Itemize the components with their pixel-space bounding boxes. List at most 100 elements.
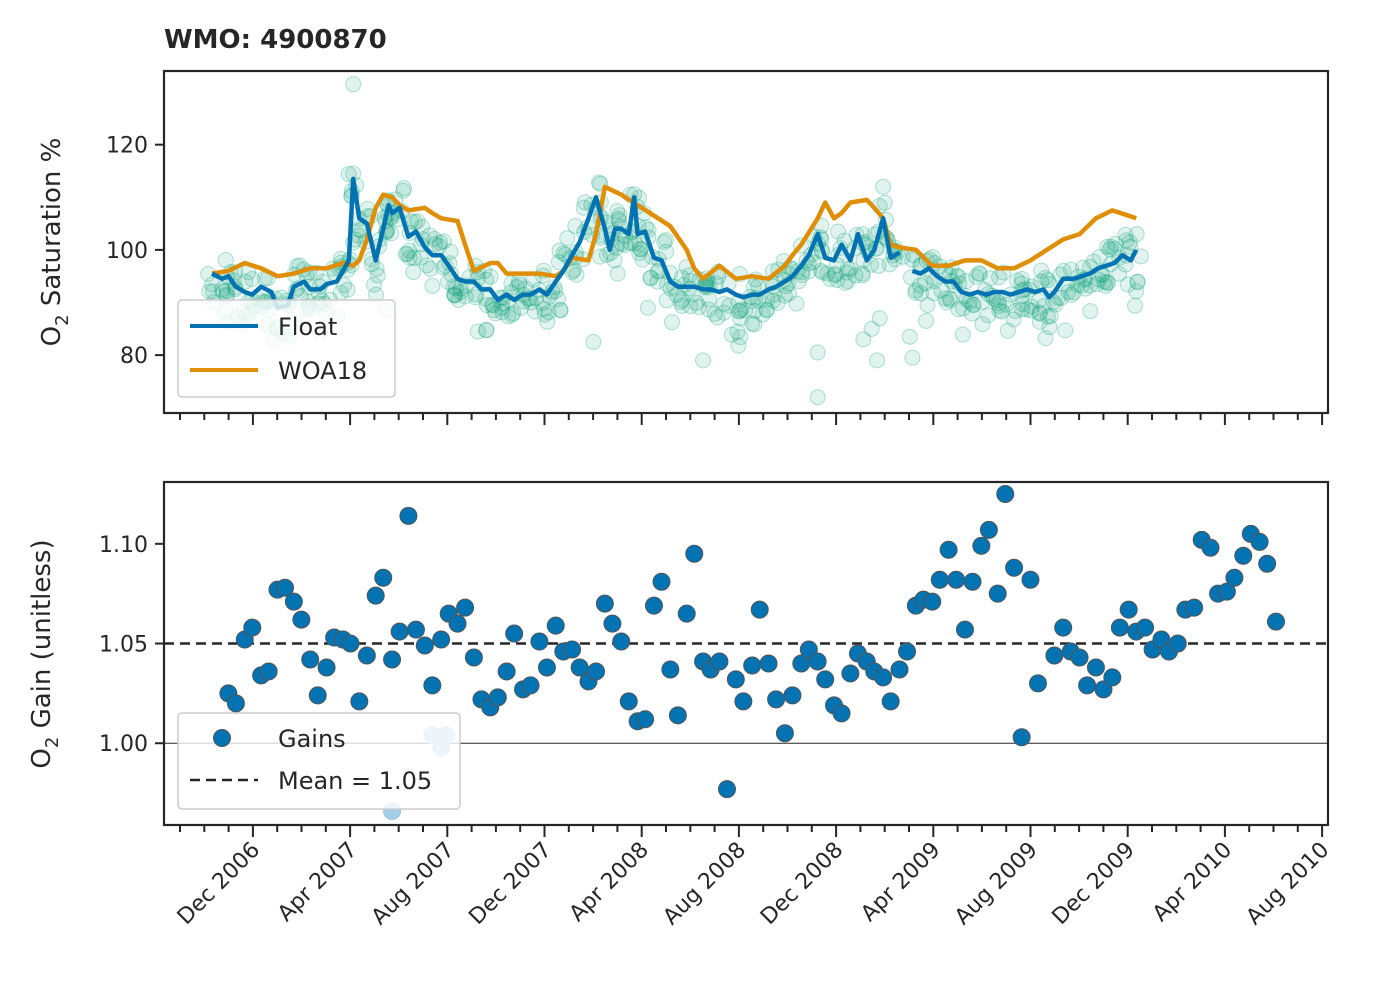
profile-point <box>503 306 520 323</box>
profile-point <box>345 76 362 93</box>
profile-point <box>632 241 649 258</box>
profile-point <box>854 267 871 284</box>
profile-point <box>965 296 982 313</box>
profile-point <box>418 257 435 274</box>
gain-point <box>1012 728 1031 747</box>
gain-point <box>530 632 549 651</box>
profile-point <box>1035 298 1052 315</box>
profile-point <box>876 194 893 211</box>
profile-point <box>907 284 924 301</box>
gain-point <box>1225 568 1244 587</box>
profile-point <box>217 252 234 269</box>
profile-point <box>1127 297 1144 314</box>
profile-point <box>511 276 528 293</box>
gain-point <box>488 688 507 707</box>
profile-point <box>970 265 987 282</box>
profile-point <box>758 301 775 318</box>
gain-point <box>357 646 376 665</box>
profile-point <box>729 323 746 340</box>
gain-point <box>710 652 729 671</box>
profile-point <box>688 294 705 311</box>
gain-point <box>497 662 516 681</box>
gain-point <box>947 570 966 589</box>
profile-point <box>991 302 1008 319</box>
legend-float-label: Float <box>278 313 337 341</box>
profile-point <box>765 292 782 309</box>
profile-point <box>1107 235 1124 252</box>
gain-point <box>661 660 680 679</box>
profile-point <box>870 257 887 274</box>
gain-point <box>1185 598 1204 617</box>
profile-point <box>839 273 856 290</box>
profile-point <box>395 180 412 197</box>
gain-point <box>619 692 638 711</box>
profile-point <box>493 299 510 316</box>
profile-point <box>482 268 499 285</box>
profile-point <box>715 304 732 321</box>
profile-point <box>937 290 954 307</box>
profile-point <box>836 274 853 291</box>
profile-point <box>769 294 786 311</box>
profile-point <box>1009 272 1026 289</box>
profile-point <box>715 295 732 312</box>
profile-point <box>657 232 674 249</box>
profile-point <box>540 304 557 321</box>
profile-point <box>617 236 634 253</box>
profile-point <box>1099 238 1116 255</box>
profile-point <box>487 305 504 322</box>
profile-point <box>955 300 972 317</box>
profile-point <box>658 243 675 260</box>
gain-point <box>1119 600 1138 619</box>
profile-point <box>1031 314 1048 331</box>
y-tick-label: 1.00 <box>99 732 148 757</box>
profile-point <box>814 264 831 281</box>
gain-point <box>874 668 893 687</box>
profile-point <box>585 333 602 350</box>
gain-point <box>717 780 736 799</box>
gain-point <box>612 632 631 651</box>
profile-point <box>243 270 260 287</box>
saturation-y-label: O2 Saturation % <box>37 138 73 347</box>
profile-point <box>509 279 526 296</box>
profile-point <box>819 265 836 282</box>
gain-point <box>1267 612 1285 631</box>
profile-point <box>237 273 254 290</box>
profile-point <box>854 265 871 282</box>
gain-point <box>775 724 794 743</box>
profile-point <box>1065 284 1082 301</box>
profile-point <box>974 316 991 333</box>
profile-point <box>421 227 438 244</box>
profile-point <box>1047 296 1064 313</box>
profile-point <box>405 249 422 266</box>
profile-point <box>754 306 771 323</box>
profile-point <box>721 297 738 314</box>
profile-point <box>830 223 847 240</box>
profile-point <box>552 301 569 318</box>
x-tick-label: Aug 2009 <box>950 838 1043 931</box>
profile-point <box>1082 303 1099 320</box>
profile-point <box>838 264 855 281</box>
profile-point <box>904 349 921 366</box>
profile-point <box>1101 241 1118 258</box>
profile-point <box>942 292 959 309</box>
saturation-x-ticks <box>179 413 1324 425</box>
gain-point <box>1021 570 1040 589</box>
profile-point <box>1103 238 1120 255</box>
profile-point <box>526 303 543 320</box>
profile-point <box>1060 284 1077 301</box>
profile-point <box>442 243 459 260</box>
profile-point <box>933 282 950 299</box>
gain-point <box>636 710 655 729</box>
y-tick-label: 120 <box>106 134 148 159</box>
profile-point <box>534 295 551 312</box>
profile-point <box>847 267 864 284</box>
profile-point <box>938 294 955 311</box>
gain-point <box>1029 674 1047 693</box>
profile-point <box>409 213 426 230</box>
profile-point <box>469 323 486 340</box>
profile-point <box>1014 296 1031 313</box>
profile-point <box>790 273 807 290</box>
gain-point <box>456 598 475 617</box>
profile-point <box>512 299 529 316</box>
gain-panel: 1.001.051.10 Dec 2006 Apr 2007 Aug 2007 Dec… <box>27 480 1334 931</box>
